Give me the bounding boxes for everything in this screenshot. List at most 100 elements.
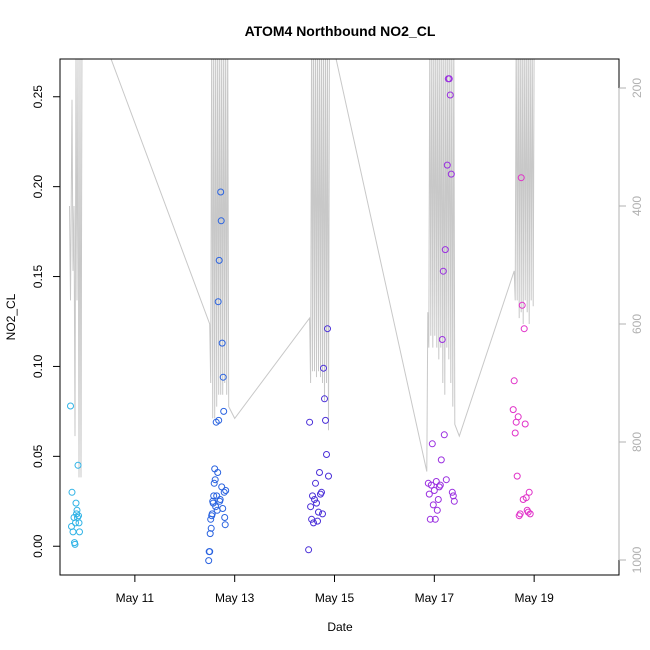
y-tick-label: 0.00 xyxy=(31,534,45,558)
data-point xyxy=(205,557,213,565)
series-3 xyxy=(305,325,332,554)
data-point xyxy=(443,161,451,169)
data-point xyxy=(441,246,449,254)
data-point xyxy=(429,501,437,509)
data-point xyxy=(211,476,219,484)
data-point xyxy=(217,188,225,196)
data-point xyxy=(524,508,532,516)
data-point xyxy=(208,510,216,518)
data-point xyxy=(210,479,218,487)
data-point xyxy=(436,481,444,489)
data-point xyxy=(216,496,224,503)
data-point xyxy=(75,512,82,520)
data-point xyxy=(520,325,528,333)
data-point xyxy=(314,517,321,525)
data-point xyxy=(513,472,521,480)
x-tick-label: May 19 xyxy=(514,591,554,605)
data-point xyxy=(311,496,318,503)
data-point xyxy=(525,488,533,496)
data-point xyxy=(313,499,320,507)
data-point xyxy=(447,170,455,178)
data-point xyxy=(518,301,526,309)
data-point xyxy=(516,510,524,518)
data-point xyxy=(75,519,83,527)
y-axis: 0.00 0.05 0.10 0.15 0.20 0.25 xyxy=(31,85,61,558)
data-point xyxy=(221,521,229,529)
secondary-y-axis: 200 400 600 800 1000 xyxy=(618,78,644,573)
data-point xyxy=(214,298,222,306)
data-point xyxy=(517,174,525,182)
data-point xyxy=(325,472,332,480)
data-point xyxy=(71,540,79,548)
data-point xyxy=(222,487,230,494)
secondary-tick-label: 1000 xyxy=(630,546,644,573)
data-point xyxy=(309,492,316,500)
data-point xyxy=(73,510,80,518)
data-point xyxy=(217,217,225,225)
y-tick-label: 0.10 xyxy=(31,354,45,378)
data-point xyxy=(74,461,82,469)
altitude-trace-line xyxy=(69,59,535,478)
y-tick-label: 0.15 xyxy=(31,265,45,289)
x-tick-label: May 13 xyxy=(215,591,255,605)
data-point xyxy=(526,510,534,518)
data-point xyxy=(514,413,522,421)
data-point xyxy=(212,503,220,511)
data-point xyxy=(207,524,215,532)
data-point xyxy=(318,488,325,496)
data-point xyxy=(220,488,228,496)
data-point xyxy=(215,416,223,424)
series-1 xyxy=(67,402,83,548)
secondary-tick-label: 800 xyxy=(630,432,644,452)
data-point xyxy=(219,505,227,512)
data-point xyxy=(310,519,317,527)
data-point xyxy=(307,503,315,511)
x-tick-label: May 17 xyxy=(415,591,455,605)
data-point xyxy=(448,488,456,496)
data-point xyxy=(67,402,74,410)
data-point xyxy=(510,377,518,385)
data-point xyxy=(442,476,450,484)
secondary-tick-label: 600 xyxy=(630,314,644,334)
data-point xyxy=(306,418,314,426)
data-point xyxy=(323,451,330,458)
data-point xyxy=(432,478,440,485)
secondary-tick-label: 400 xyxy=(630,196,644,216)
data-point xyxy=(427,481,435,489)
data-point xyxy=(440,431,448,439)
y-tick-label: 0.25 xyxy=(31,85,45,109)
x-tick-label: May 11 xyxy=(116,591,155,605)
data-point xyxy=(210,492,218,500)
data-point xyxy=(434,496,442,503)
data-point xyxy=(439,267,447,275)
data-point xyxy=(433,506,441,514)
series-4 xyxy=(424,75,458,523)
data-point xyxy=(445,75,453,83)
data-point xyxy=(521,420,529,428)
data-point xyxy=(321,395,328,403)
data-point xyxy=(319,510,326,518)
data-point xyxy=(220,407,228,415)
series-5 xyxy=(509,174,534,520)
x-axis: May 11 May 13 May 15 May 17 May 19 xyxy=(116,574,554,605)
data-point xyxy=(431,515,439,523)
x-tick-label: May 15 xyxy=(315,591,355,605)
data-point xyxy=(425,490,433,498)
data-point xyxy=(206,548,214,556)
data-point xyxy=(315,508,322,516)
data-point xyxy=(305,546,313,554)
data-point xyxy=(324,325,331,333)
data-point xyxy=(438,336,446,343)
data-point xyxy=(320,364,327,372)
data-points-layer xyxy=(67,75,534,565)
data-point xyxy=(446,91,454,99)
chart-title: ATOM4 Northbound NO2_CL xyxy=(245,23,436,39)
data-point xyxy=(68,488,76,496)
y-axis-label: NO2_CL xyxy=(4,293,18,340)
data-point xyxy=(312,479,319,487)
data-point xyxy=(213,492,221,500)
data-point xyxy=(426,515,434,523)
data-point xyxy=(511,429,519,437)
data-point xyxy=(214,469,222,476)
data-point xyxy=(322,416,329,424)
